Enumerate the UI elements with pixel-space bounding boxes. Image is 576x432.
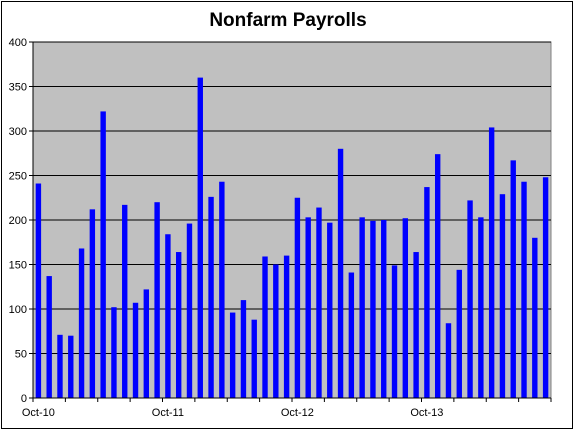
bar-May-13 bbox=[370, 220, 376, 398]
y-tick-label: 150 bbox=[9, 260, 27, 272]
bar-Mar-12 bbox=[219, 181, 225, 398]
x-tick-label: Oct-12 bbox=[281, 407, 314, 419]
bar-Apr-12 bbox=[229, 312, 236, 398]
bar-Nov-12 bbox=[305, 217, 311, 398]
y-tick-label: 300 bbox=[9, 126, 27, 138]
bar-Jun-11 bbox=[122, 204, 128, 398]
bar-Jan-14 bbox=[456, 269, 462, 398]
bar-Jan-12 bbox=[197, 77, 203, 398]
bar-Nov-11 bbox=[175, 252, 182, 398]
bar-May-11 bbox=[111, 307, 117, 398]
x-tick-label: Oct-13 bbox=[410, 407, 443, 419]
bar-Aug-12 bbox=[273, 264, 279, 398]
y-tick-label: 0 bbox=[21, 393, 27, 405]
bar-Jul-12 bbox=[262, 256, 268, 398]
bar-Apr-14 bbox=[488, 127, 495, 398]
bar-Oct-10 bbox=[35, 183, 42, 398]
x-tick-label: Oct-11 bbox=[152, 407, 184, 419]
bar-Mar-13 bbox=[348, 272, 355, 398]
bar-Jul-11 bbox=[132, 302, 139, 398]
bar-Aug-13 bbox=[402, 218, 409, 398]
bar-May-12 bbox=[240, 300, 247, 398]
bar-Sep-12 bbox=[283, 255, 290, 398]
bar-Feb-13 bbox=[337, 148, 344, 398]
bar-Oct-11 bbox=[165, 234, 171, 398]
y-axis-ticks: 0 50 100 150 200 250 300 350 400 bbox=[9, 37, 33, 405]
bar-Dec-13 bbox=[445, 323, 452, 398]
y-tick-label: 400 bbox=[9, 37, 27, 49]
bar-Jan-13 bbox=[327, 222, 333, 398]
bar-Aug-14 bbox=[532, 237, 538, 398]
y-tick-label: 350 bbox=[9, 82, 27, 94]
y-tick-label: 250 bbox=[9, 171, 27, 183]
y-tick-label: 200 bbox=[9, 215, 27, 227]
x-axis-ticks: Oct-10 Oct-11 Oct-12 Oct-13 bbox=[22, 398, 552, 419]
bar-Nov-10 bbox=[46, 276, 52, 398]
bar-Jun-12 bbox=[251, 319, 257, 398]
bar-Jun-14 bbox=[510, 160, 516, 398]
bar-Feb-11 bbox=[78, 248, 85, 398]
bar-Apr-13 bbox=[359, 217, 365, 398]
bar-Sep-13 bbox=[413, 252, 419, 398]
bar-Mar-14 bbox=[478, 217, 484, 398]
bar-Nov-13 bbox=[434, 154, 441, 398]
bar-Jul-13 bbox=[391, 265, 398, 398]
bar-Jun-13 bbox=[381, 220, 387, 398]
bar-Dec-11 bbox=[186, 223, 193, 398]
bar-Dec-10 bbox=[57, 334, 63, 398]
gridlines bbox=[33, 41, 551, 354]
y-tick-label: 100 bbox=[9, 304, 27, 316]
bar-Sep-11 bbox=[154, 202, 160, 398]
bar-Dec-12 bbox=[316, 207, 322, 398]
bar-Oct-12 bbox=[294, 197, 301, 398]
bar-Feb-12 bbox=[208, 196, 214, 398]
bars bbox=[35, 77, 549, 399]
bar-Mar-11 bbox=[89, 209, 96, 398]
bar-May-14 bbox=[499, 194, 506, 398]
bar-Jul-14 bbox=[521, 181, 527, 398]
chart-title: Nonfarm Payrolls bbox=[209, 10, 367, 31]
x-tick-label: Oct-10 bbox=[22, 407, 55, 419]
bar-Apr-11 bbox=[100, 111, 106, 399]
bar-Aug-11 bbox=[143, 289, 150, 398]
bar-Feb-14 bbox=[467, 200, 473, 398]
bar-Oct-13 bbox=[424, 187, 430, 398]
bar-Jan-11 bbox=[68, 335, 74, 398]
bar-Sep-14 bbox=[542, 177, 549, 398]
y-tick-label: 50 bbox=[15, 349, 27, 361]
